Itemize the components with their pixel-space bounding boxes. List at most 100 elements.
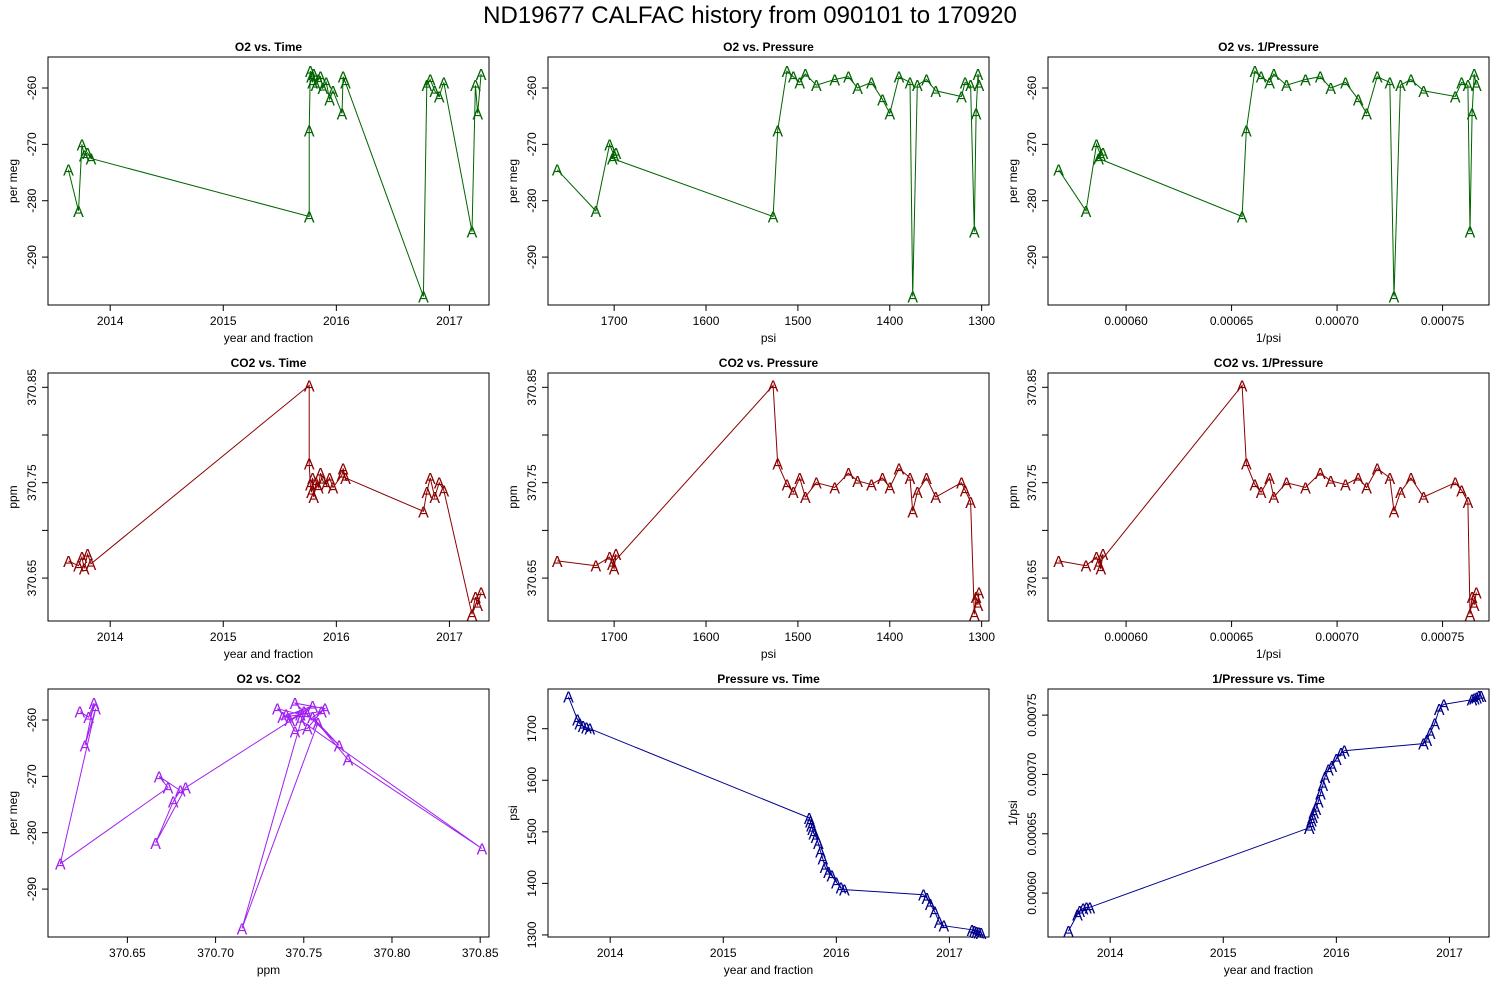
data-point: A	[1384, 471, 1395, 488]
data-point: A	[237, 922, 248, 939]
data-point: A	[1091, 137, 1102, 154]
data-point: A	[1268, 490, 1279, 507]
chart-panel-4: CO2 vs. Time year and fraction ppm 2014 2015…	[6, 356, 490, 661]
data-point: A	[175, 784, 186, 801]
data-point: A	[305, 64, 316, 81]
y-tick-label: 370.65	[1025, 559, 1039, 596]
data-point: A	[307, 75, 318, 92]
data-point: A	[313, 73, 324, 90]
data-point: A	[317, 81, 328, 98]
data-point: A	[307, 699, 318, 716]
x-tick-label: 1700	[601, 314, 628, 328]
series-line	[1058, 70, 1477, 297]
data-point: A	[1469, 598, 1480, 615]
data-point: A	[1074, 904, 1085, 921]
data-point: A	[429, 490, 440, 507]
data-point: A	[425, 73, 436, 90]
data-point: A	[320, 702, 331, 719]
data-point: A	[974, 78, 985, 95]
plot-frame	[47, 372, 490, 622]
data-point: A	[1471, 585, 1482, 602]
data-point: A	[788, 485, 799, 502]
data-point: A	[338, 461, 349, 478]
data-point: A	[1300, 481, 1311, 498]
data-point: A	[1241, 123, 1252, 140]
data-point: A	[1429, 716, 1440, 733]
data-point: A	[768, 378, 779, 395]
y-tick-label: -260	[25, 708, 39, 732]
data-point: A	[611, 146, 622, 163]
data-point: A	[304, 210, 315, 227]
data-point: A	[800, 490, 811, 507]
data-point: A	[1249, 64, 1260, 81]
data-point: A	[800, 67, 811, 84]
data-point: A	[1084, 900, 1095, 917]
data-point: A	[74, 705, 85, 722]
data-point: A	[866, 478, 877, 495]
plot-frame	[1047, 688, 1490, 938]
chart-panel-1: O2 vs. Time year and fraction per meg 2014 2…	[6, 40, 490, 345]
x-tick-label: 370.80	[374, 946, 411, 960]
data-point: A	[1450, 476, 1461, 493]
data-point: A	[313, 716, 324, 733]
data-point: A	[86, 557, 97, 574]
data-point: A	[772, 457, 783, 474]
data-point: A	[77, 550, 88, 567]
data-point: A	[1336, 746, 1347, 763]
data-point: A	[852, 474, 863, 491]
series-line	[67, 70, 482, 297]
y-tick-label: 370.65	[25, 559, 39, 596]
data-point: A	[1256, 70, 1267, 87]
data-point: A	[1320, 770, 1331, 787]
chart-panel-8: Pressure vs. Time year and fraction psi 201…	[506, 672, 990, 977]
data-point: A	[434, 90, 445, 107]
plot-frame	[547, 372, 990, 622]
y-axis-label: ppm	[506, 485, 520, 508]
data-point: A	[421, 485, 432, 502]
data-point: A	[1421, 733, 1432, 750]
data-point: A	[1389, 290, 1400, 307]
data-point: A	[973, 67, 984, 84]
data-point: A	[79, 149, 90, 166]
data-point: A	[1325, 474, 1336, 491]
data-point: A	[295, 713, 306, 730]
data-point: A	[1395, 78, 1406, 95]
x-axis-label: psi	[761, 331, 776, 345]
data-point: A	[290, 696, 301, 713]
data-point: A	[894, 70, 905, 87]
data-point: A	[925, 897, 936, 914]
data-point: A	[90, 702, 101, 719]
data-point: A	[843, 466, 854, 483]
series-line	[556, 70, 980, 297]
data-point: A	[163, 781, 174, 798]
y-tick-label: -290	[25, 877, 39, 901]
x-axis-label: psi	[761, 647, 776, 661]
data-point: A	[1078, 902, 1089, 919]
y-tick-label: 370.85	[525, 369, 539, 406]
x-tick-label: 1600	[693, 314, 720, 328]
y-tick-label: 370.65	[525, 559, 539, 596]
y-tick-label: -280	[25, 188, 39, 212]
data-point: A	[472, 106, 483, 123]
x-tick-label: 2015	[210, 630, 237, 644]
data-point: A	[912, 78, 923, 95]
data-point: A	[930, 84, 941, 101]
data-point: A	[905, 75, 916, 92]
data-point: A	[1313, 795, 1324, 812]
data-point: A	[877, 92, 888, 109]
data-point: A	[1237, 210, 1248, 227]
x-tick-label: 2014	[597, 946, 624, 960]
data-point: A	[938, 919, 949, 936]
data-point: A	[1063, 924, 1074, 941]
series-line	[68, 384, 482, 615]
data-point: A	[306, 70, 317, 87]
data-point: A	[73, 204, 84, 221]
data-point: A	[866, 75, 877, 92]
data-point: A	[811, 476, 822, 493]
y-tick-label: 370.75	[1025, 464, 1039, 501]
data-point: A	[83, 710, 94, 727]
data-point: A	[969, 607, 980, 624]
data-point: A	[782, 478, 793, 495]
data-point: A	[805, 815, 816, 832]
data-point: A	[304, 457, 315, 474]
